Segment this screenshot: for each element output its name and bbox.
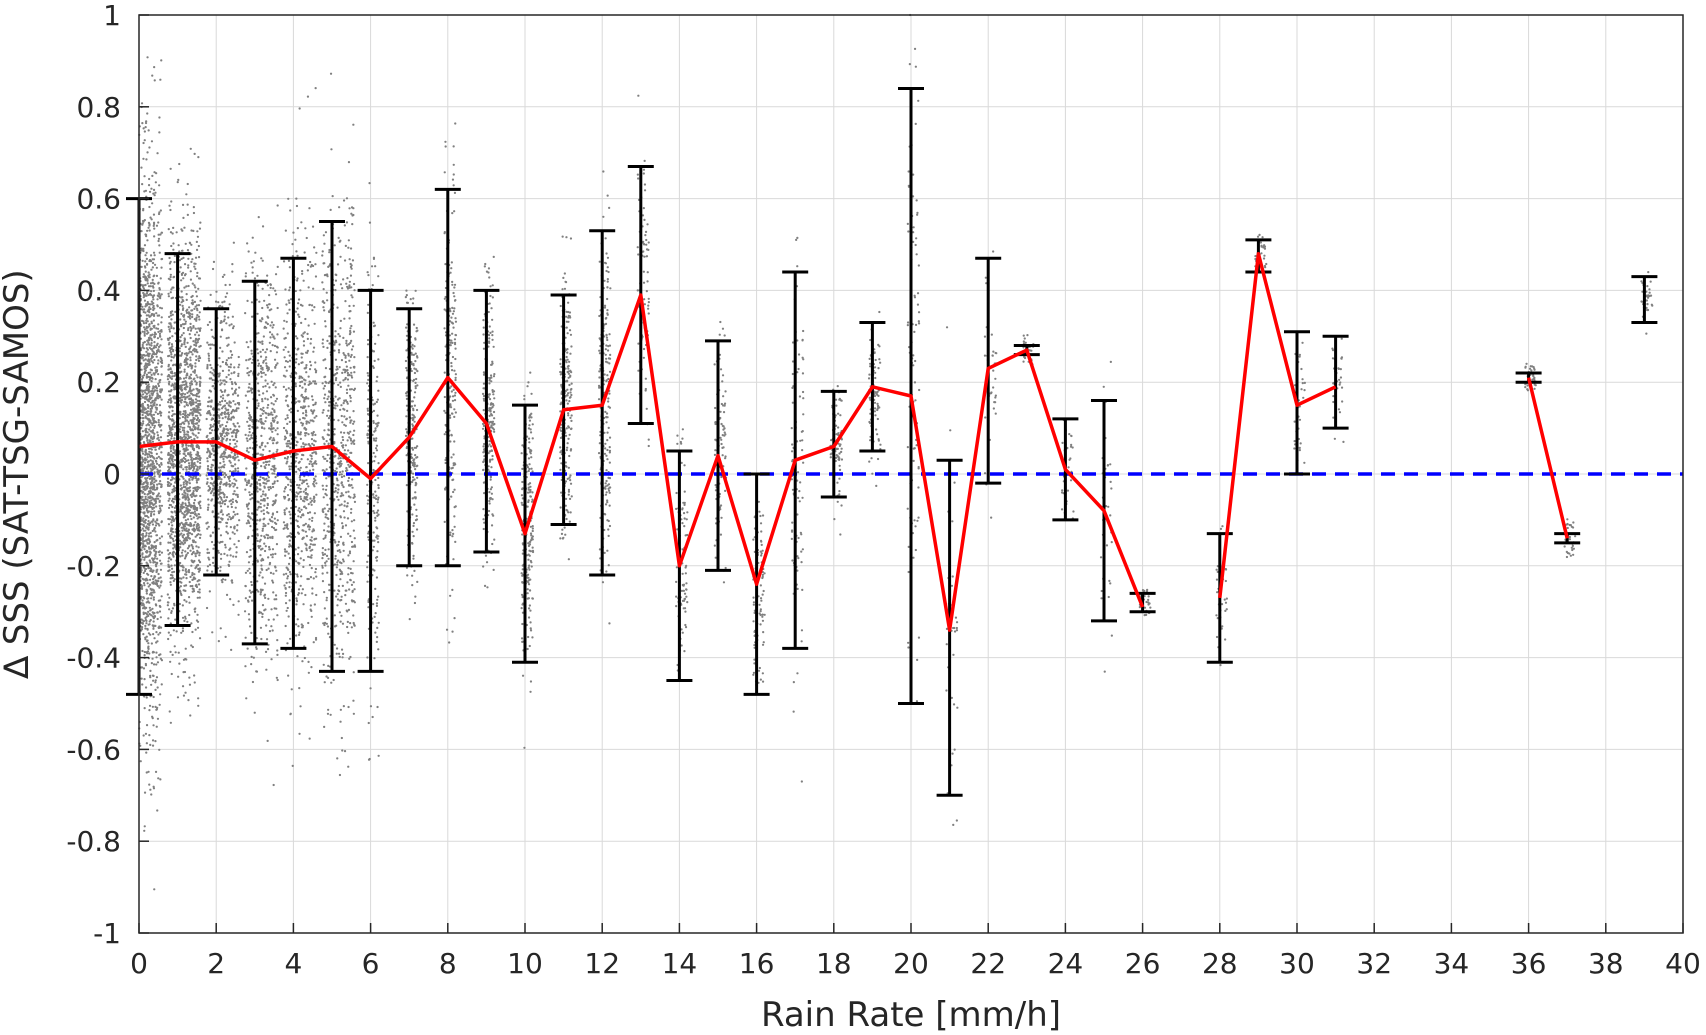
x-axis-label: Rain Rate [mm/h] [761,995,1061,1035]
x-tick-label: 14 [662,947,698,980]
error-bar [1322,334,1349,430]
mean-line [138,251,1569,632]
y-tick-label: 1 [103,0,121,32]
x-tick-label: 2 [207,947,225,980]
x-tick-label: 0 [130,947,148,980]
y-tick-label: 0.4 [76,274,121,307]
mean-line-layer [138,251,1569,632]
x-tick-label: 12 [584,947,620,980]
y-tick-label: -1 [93,917,121,950]
x-tick-label: 38 [1588,947,1624,980]
y-axis-label: ∆ SSS (SAT-TSG-SAMOS) [0,269,37,679]
x-tick-label: 26 [1125,947,1161,980]
x-tick-label: 18 [816,947,852,980]
x-tick-label: 34 [1434,947,1470,980]
y-ticks: 1 0.8 0.6 0.4 0.2 0 -0.2 -0.4 -0.6 -0.8 -1 [66,0,149,950]
x-tick-label: 4 [284,947,302,980]
x-tick-label: 40 [1665,947,1701,980]
x-tick-label: 30 [1279,947,1315,980]
y-tick-label: -0.4 [66,642,121,675]
error-bar [241,279,268,646]
x-tick-label: 32 [1356,947,1392,980]
y-tick-label: -0.2 [66,550,121,583]
error-bar [164,252,191,627]
x-tick-label: 22 [970,947,1006,980]
x-ticks: 0 2 4 6 8 10 12 14 16 18 20 22 24 26 28 30 32 34 36 38 40 [130,923,1701,980]
scatter-dots [137,13,1654,891]
y-tick-label: -0.6 [66,733,121,766]
x-tick-label: 16 [739,947,775,980]
x-tick-label: 24 [1048,947,1084,980]
y-tick-label: 0.2 [76,366,121,399]
x-tick-label: 10 [507,947,543,980]
x-tick-label: 36 [1511,947,1547,980]
scatter-points [137,13,1654,891]
y-tick-label: 0.6 [76,183,121,216]
error-bar [357,288,384,673]
y-tick-label: -0.8 [66,825,121,858]
y-tick-label: 0.8 [76,91,121,124]
x-tick-label: 20 [893,947,929,980]
y-tick-label: 0 [103,458,121,491]
x-tick-label: 8 [439,947,457,980]
error-bar [280,256,307,650]
x-tick-label: 28 [1202,947,1238,980]
x-tick-label: 6 [362,947,380,980]
error-bar [1631,275,1658,325]
